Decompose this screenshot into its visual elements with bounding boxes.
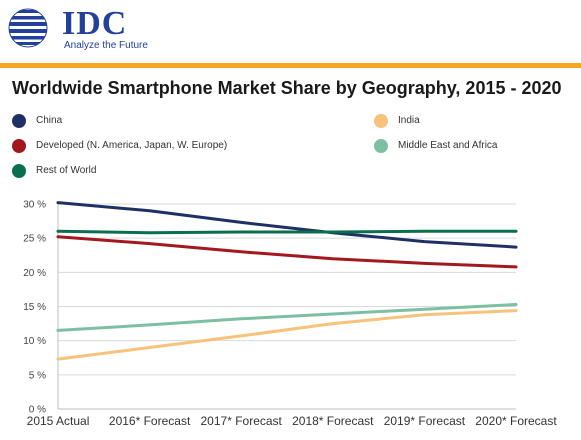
y-tick-label: 30 % (23, 200, 46, 211)
x-tick-label: 2018* Forecast (292, 414, 374, 428)
series-line-developed-n-america-japan-w-europe (56, 235, 518, 269)
series-line-india (56, 309, 518, 361)
legend-label: India (398, 115, 420, 126)
legend-label: Middle East and Africa (398, 140, 498, 151)
legend-label: China (36, 115, 63, 126)
y-tick-label: 10 % (23, 336, 46, 347)
legend-swatch (12, 164, 26, 178)
legend-swatch (12, 139, 26, 153)
brand-name: IDC (62, 5, 128, 42)
series-line-rest-of-world (56, 229, 518, 235)
x-tick-label: 2019* Forecast (384, 414, 466, 428)
line-chart: 0 % 5 % 10 % 15 % 20 % 25 % 30 % 2015 Actual 201… (23, 200, 557, 429)
y-tick-label: 20 % (23, 268, 46, 279)
globe-icon (8, 8, 48, 48)
series-line-china (56, 201, 518, 249)
x-tick-label: 2020* Forecast (475, 414, 557, 428)
legend-swatch (374, 114, 388, 128)
y-tick-label: 0 % (29, 405, 46, 416)
legend-label: Rest of World (36, 165, 97, 176)
idc-logo: IDC Analyze the Future (6, 6, 156, 52)
y-tick-label: 5 % (29, 370, 46, 381)
series-line-middle-east-and-africa (56, 303, 518, 332)
header-divider (0, 63, 581, 68)
legend-swatch (374, 139, 388, 153)
x-tick-label: 2016* Forecast (109, 414, 191, 428)
x-tick-label: 2017* Forecast (201, 414, 283, 428)
legend-swatch (12, 114, 26, 128)
y-tick-label: 15 % (23, 302, 46, 313)
brand-tagline: Analyze the Future (64, 40, 148, 51)
legend-label: Developed (N. America, Japan, W. Europe) (36, 140, 228, 151)
y-tick-label: 25 % (23, 234, 46, 245)
chart-title: Worldwide Smartphone Market Share by Geo… (12, 78, 562, 98)
x-tick-label: 2015 Actual (27, 414, 90, 428)
